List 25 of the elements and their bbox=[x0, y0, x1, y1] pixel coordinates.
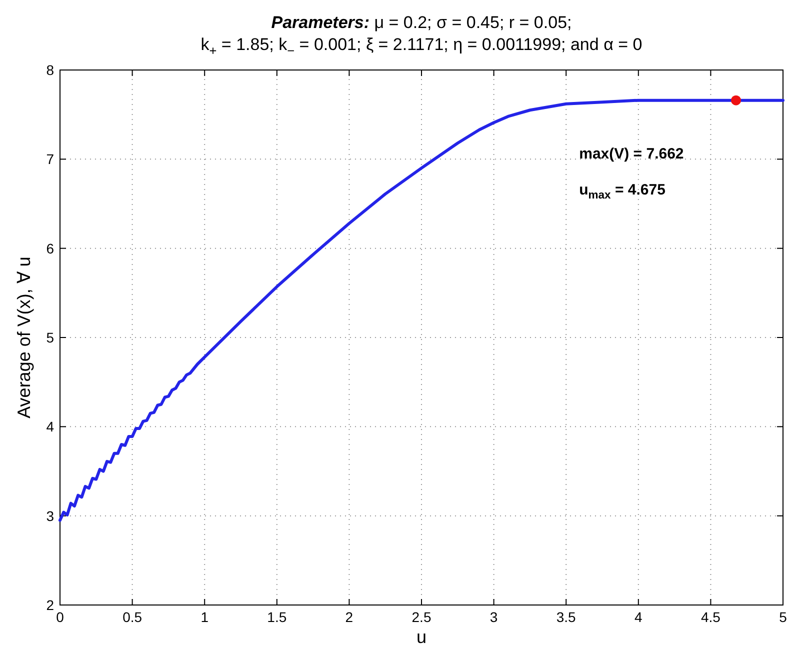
y-tick-label: 6 bbox=[46, 240, 54, 256]
y-tick-label: 5 bbox=[46, 330, 54, 346]
chart-title: Parameters: μ = 0.2; σ = 0.45; r = 0.05; bbox=[271, 13, 572, 32]
x-tick-label: 3 bbox=[490, 609, 498, 625]
x-tick-label: 4 bbox=[634, 609, 642, 625]
annotation: u$_{max}$ = 4.675 bbox=[579, 181, 666, 202]
x-tick-label: 2.5 bbox=[412, 609, 432, 625]
x-tick-label: 4.5 bbox=[700, 609, 721, 625]
y-tick-label: 8 bbox=[46, 62, 54, 78]
annotation: max(V) = 7.662 bbox=[579, 145, 684, 162]
x-tick-label: 5 bbox=[779, 609, 788, 625]
x-tick-label: 0 bbox=[56, 609, 64, 625]
x-axis-title: u bbox=[416, 627, 427, 647]
x-tick-label: 0.5 bbox=[122, 609, 142, 625]
y-tick-label: 2 bbox=[46, 597, 54, 613]
chart-subtitle: k$_{+}$ = 1.85; k$_{−}$ = 0.001; ξ = 2.1171; η = 0.0011999; and α = 0 bbox=[200, 35, 642, 58]
y-tick-label: 4 bbox=[46, 418, 54, 435]
x-tick-label: 3.5 bbox=[556, 609, 576, 625]
x-tick-label: 2 bbox=[345, 609, 354, 625]
y-tick-label: 7 bbox=[46, 151, 54, 168]
line-series bbox=[58, 98, 784, 522]
x-tick-label: 1 bbox=[200, 609, 209, 625]
y-tick-label: 3 bbox=[46, 508, 54, 524]
y-axis-title: Average of V(x), ∀ u bbox=[14, 256, 34, 418]
x-tick-label: 1.5 bbox=[267, 609, 287, 625]
